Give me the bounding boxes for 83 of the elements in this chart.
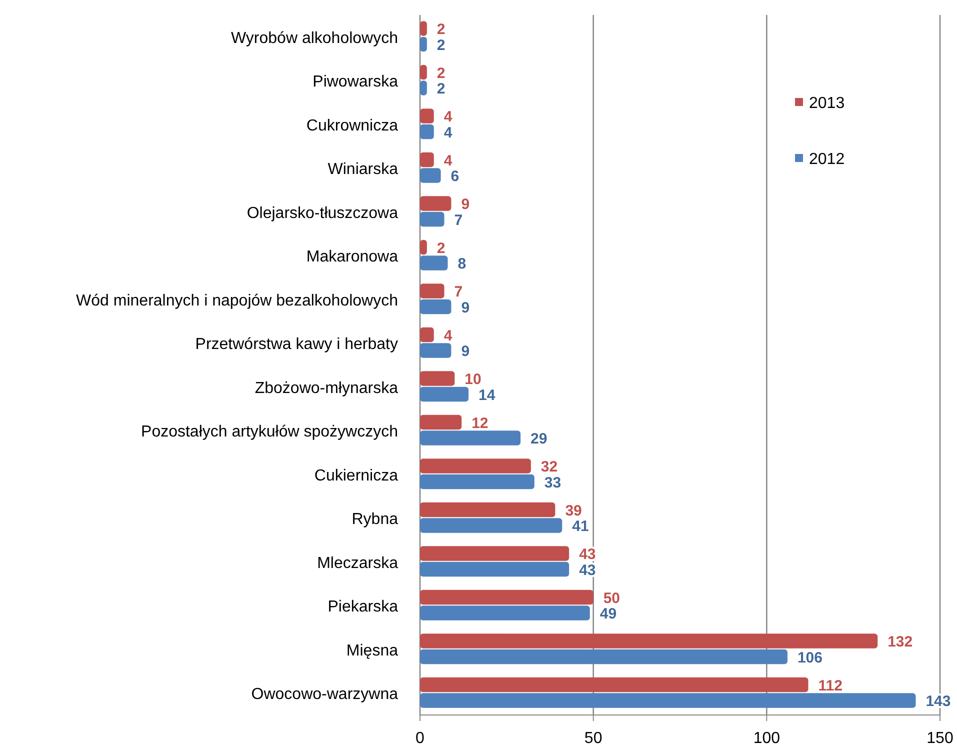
data-label: 7 [454,284,463,300]
bar [420,606,590,620]
bar [420,502,556,518]
bar [420,152,434,168]
y-tick-label: Pozostałych artykułów spożywczych [141,424,398,441]
data-label: 4 [444,108,453,126]
data-label: 7 [454,212,463,229]
bar [420,284,444,298]
data-label: 8 [458,256,466,272]
x-tick-label: 100 [753,730,780,747]
y-tick-label: Wyrobów alkoholowych [230,30,398,47]
bar [420,343,452,358]
bar [420,518,562,533]
data-label: 39 [565,502,582,520]
y-tick-label: Zbożowo-młynarska [254,380,398,397]
y-tick-label: Piwowarska [312,74,398,91]
data-label: 29 [530,430,548,448]
data-label: 4 [444,327,453,344]
y-tick-label: Rybna [352,511,398,528]
bar [420,240,427,255]
data-label: 9 [461,299,470,316]
data-label: 2 [436,64,446,82]
data-label: 33 [544,474,562,492]
bar [420,124,434,140]
data-label: 49 [600,606,617,622]
data-label: 2 [436,240,446,257]
data-label: 50 [603,590,620,607]
legend-label: 2013 [809,95,845,112]
x-tick-label: 0 [416,730,425,747]
x-tick-label: 150 [926,730,954,747]
bar [420,590,594,605]
bar [420,546,570,561]
data-label: 2 [436,80,446,98]
bar [420,562,570,577]
data-label: 32 [540,458,558,476]
data-label: 4 [444,124,453,142]
bar [420,212,444,227]
bar [420,196,452,211]
x-tick-label: 50 [584,730,602,747]
data-label: 9 [461,343,470,360]
data-label: 112 [818,677,842,694]
data-label: 10 [464,371,482,388]
bar [420,693,916,708]
bar [420,474,534,490]
data-label: 12 [472,414,488,432]
bar [420,414,462,430]
bar [420,36,427,52]
y-tick-label: Cukiernicza [314,467,398,484]
y-tick-label: Wód mineralnych i napojów bezalkoholowych [76,292,398,310]
bar [420,21,427,36]
data-label: 106 [797,649,822,666]
bar [420,458,531,474]
y-tick-label: Olejarsko-tłuszczowa [246,204,398,222]
y-tick-label: Makaronowa [306,248,398,266]
y-tick-label: Cukrownicza [306,117,398,134]
data-label: 14 [478,386,496,404]
legend-label: 2012 [809,151,845,168]
data-label: 9 [461,196,470,213]
y-tick-label: Owocowo-warzywna [251,686,398,704]
y-tick-label: Winiarska [328,161,398,178]
y-tick-label: Mleczarska [317,554,398,572]
bar [420,430,521,446]
y-tick-label: Piekarska [328,598,398,616]
data-label: 2 [436,36,446,54]
y-tick-label: Mięsna [346,642,398,660]
data-label: 2 [436,21,446,38]
bar [420,677,808,692]
bar [420,80,427,96]
bar [420,299,452,314]
data-label: 6 [450,168,460,185]
bar [420,634,878,648]
data-label: 4 [444,152,453,170]
bar [420,168,441,183]
data-label: 41 [572,518,589,535]
data-label: 132 [888,634,913,650]
bar [420,371,455,386]
bar [420,649,788,664]
bar [420,256,448,270]
y-tick-label: Przetwórstwa kawy i herbaty [195,336,398,354]
bar [420,64,427,80]
bar [420,386,469,402]
bar [420,108,434,124]
bar [420,327,434,342]
